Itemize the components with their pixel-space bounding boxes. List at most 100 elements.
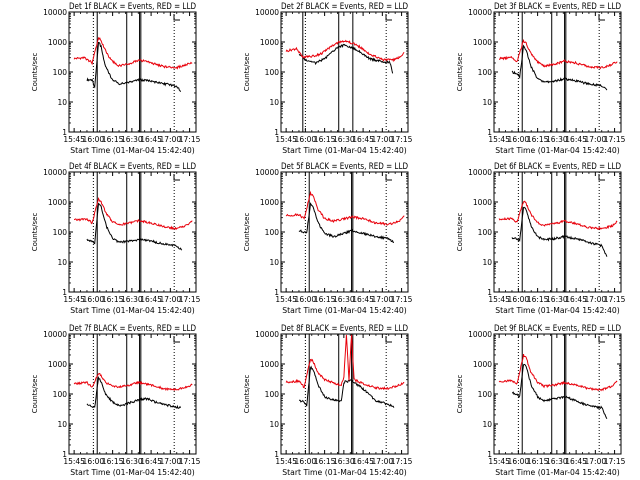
x-tick-label: 16:15 xyxy=(102,135,124,144)
y-axis-label: Counts/sec xyxy=(243,53,251,92)
y-tick-label: 10 xyxy=(57,258,67,267)
x-tick-label: 17:00 xyxy=(372,295,394,304)
y-tick-label: 100 xyxy=(265,68,280,77)
panel-title: Det 4f BLACK = Events, RED = LLD xyxy=(69,162,196,172)
x-tick-label: 16:15 xyxy=(314,135,336,144)
y-tick-label: 1 xyxy=(62,128,67,137)
x-tick-label: 15:45 xyxy=(488,295,510,304)
x-tick-label: 16:00 xyxy=(508,295,530,304)
x-tick-label: 16:15 xyxy=(527,135,549,144)
x-tick-label: 16:00 xyxy=(295,457,317,466)
x-tick-label: 16:30 xyxy=(333,295,355,304)
x-tick-label: 16:45 xyxy=(565,135,587,144)
x-tick-label: 17:15 xyxy=(604,135,626,144)
x-tick-label: 16:15 xyxy=(527,295,549,304)
detector-panel-3: Det 3f BLACK = Events, RED = LLD Counts/s… xyxy=(456,2,626,155)
panel-title: Det 6f BLACK = Events, RED = LLD xyxy=(494,162,621,172)
panel-title: Det 9f BLACK = Events, RED = LLD xyxy=(494,324,621,334)
lld-series-line xyxy=(285,334,405,391)
y-tick-label: 100 xyxy=(478,68,493,77)
x-tick-label: 17:15 xyxy=(604,295,626,304)
y-tick-label: 1000 xyxy=(48,198,67,207)
x-axis-label: Start Time (01-Mar-04 15:42:40) xyxy=(495,306,619,315)
y-tick-label: 10000 xyxy=(255,168,279,177)
y-tick-label: 1000 xyxy=(473,38,492,47)
detector-panel-8: Det 8f BLACK = Events, RED = LLD Counts/s… xyxy=(243,324,413,477)
x-tick-label: 16:45 xyxy=(352,135,374,144)
y-tick-label: 10 xyxy=(482,258,492,267)
y-tick-label: 100 xyxy=(265,228,280,237)
y-axis-label: Counts/sec xyxy=(456,375,464,414)
corner-marker xyxy=(385,336,392,343)
x-tick-label: 17:00 xyxy=(160,457,182,466)
lld-series-line xyxy=(73,196,193,231)
x-tick-label: 15:45 xyxy=(63,295,85,304)
panel-title: Det 8f BLACK = Events, RED = LLD xyxy=(281,324,408,334)
y-tick-label: 1 xyxy=(487,128,492,137)
y-tick-label: 1 xyxy=(274,450,279,459)
x-axis-label: Start Time (01-Mar-04 15:42:40) xyxy=(282,468,406,477)
detector-panel-2: Det 2f BLACK = Events, RED = LLD Counts/s… xyxy=(243,2,413,155)
y-tick-label: 1 xyxy=(274,128,279,137)
detector-panel-4: Det 4f BLACK = Events, RED = LLD Counts/s… xyxy=(31,162,201,315)
y-tick-label: 1000 xyxy=(260,38,279,47)
y-tick-label: 100 xyxy=(53,228,68,237)
y-tick-label: 1 xyxy=(274,288,279,297)
x-tick-label: 17:15 xyxy=(391,295,413,304)
x-tick-label: 16:00 xyxy=(83,457,105,466)
corner-marker xyxy=(598,336,605,343)
panel-title: Det 7f BLACK = Events, RED = LLD xyxy=(69,324,196,334)
x-tick-label: 15:45 xyxy=(63,135,85,144)
x-tick-label: 16:45 xyxy=(140,295,162,304)
y-tick-label: 10000 xyxy=(468,330,492,339)
x-tick-label: 16:15 xyxy=(527,457,549,466)
x-tick-label: 15:45 xyxy=(275,457,297,466)
x-tick-label: 16:00 xyxy=(83,295,105,304)
x-tick-label: 17:15 xyxy=(179,457,201,466)
x-tick-label: 16:45 xyxy=(352,457,374,466)
y-axis-label: Counts/sec xyxy=(31,213,39,252)
x-axis-label: Start Time (01-Mar-04 15:42:40) xyxy=(70,468,194,477)
x-tick-label: 16:30 xyxy=(121,135,143,144)
panel-title: Det 1f BLACK = Events, RED = LLD xyxy=(69,2,196,12)
x-tick-label: 16:30 xyxy=(121,457,143,466)
events-series-line xyxy=(298,43,394,74)
y-tick-label: 1000 xyxy=(48,360,67,369)
detector-panel-5: Det 5f BLACK = Events, RED = LLD Counts/s… xyxy=(243,162,413,315)
corner-marker xyxy=(173,174,180,181)
x-tick-label: 17:00 xyxy=(585,295,607,304)
x-tick-label: 16:30 xyxy=(333,457,355,466)
x-tick-label: 16:00 xyxy=(295,135,317,144)
x-tick-label: 16:00 xyxy=(83,135,105,144)
events-series-line xyxy=(86,375,182,409)
x-tick-label: 16:30 xyxy=(121,295,143,304)
lld-series-line xyxy=(73,36,193,70)
y-tick-label: 1000 xyxy=(473,198,492,207)
x-tick-label: 17:15 xyxy=(391,457,413,466)
y-tick-label: 10000 xyxy=(255,8,279,17)
x-tick-label: 15:45 xyxy=(488,135,510,144)
y-tick-label: 1000 xyxy=(48,38,67,47)
detector-panel-6: Det 6f BLACK = Events, RED = LLD Counts/s… xyxy=(456,162,626,315)
x-tick-label: 15:45 xyxy=(275,135,297,144)
x-tick-label: 17:15 xyxy=(179,135,201,144)
events-series-line xyxy=(511,44,608,91)
y-tick-label: 10 xyxy=(482,420,492,429)
x-axis-label: Start Time (01-Mar-04 15:42:40) xyxy=(282,306,406,315)
x-tick-label: 16:00 xyxy=(508,135,530,144)
y-tick-label: 1 xyxy=(487,450,492,459)
y-tick-label: 1000 xyxy=(260,198,279,207)
y-tick-label: 10 xyxy=(482,98,492,107)
y-tick-label: 100 xyxy=(53,68,68,77)
x-tick-label: 15:45 xyxy=(63,457,85,466)
x-axis-label: Start Time (01-Mar-04 15:42:40) xyxy=(70,146,194,155)
x-tick-label: 17:00 xyxy=(160,135,182,144)
y-tick-label: 10000 xyxy=(255,330,279,339)
y-axis-label: Counts/sec xyxy=(31,53,39,92)
lld-series-line xyxy=(285,190,405,226)
x-axis-label: Start Time (01-Mar-04 15:42:40) xyxy=(495,146,619,155)
x-tick-label: 17:00 xyxy=(585,457,607,466)
x-tick-label: 17:00 xyxy=(160,295,182,304)
